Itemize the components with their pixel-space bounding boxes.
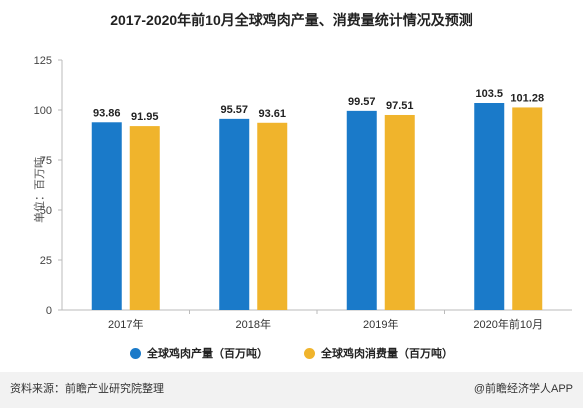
legend-item-consumption: 全球鸡肉消费量（百万吨） <box>304 345 453 361</box>
x-tick-label: 2018年 <box>236 317 271 331</box>
x-tick-label: 2017年 <box>108 317 143 331</box>
data-label: 101.28 <box>510 92 544 104</box>
y-tick-label: 0 <box>46 305 52 317</box>
data-label: 99.57 <box>348 96 376 108</box>
bar <box>91 122 122 310</box>
data-label: 97.51 <box>386 100 414 112</box>
legend-swatch-consumption <box>304 347 315 359</box>
bar <box>219 118 250 310</box>
legend-swatch-production <box>130 347 141 359</box>
chart-legend: 全球鸡肉产量（百万吨） 全球鸡肉消费量（百万吨） <box>0 345 583 361</box>
y-tick-label: 75 <box>40 155 52 167</box>
brand-credit: @前瞻经济学人APP <box>473 383 573 395</box>
legend-label-production: 全球鸡肉产量（百万吨） <box>147 348 268 360</box>
y-tick-label: 100 <box>34 105 52 117</box>
data-label: 93.61 <box>258 108 286 120</box>
data-label: 103.5 <box>475 88 503 100</box>
bar-chart: 0 25 50 75 100 125 93.86 91.95 2017年 95.57 93.61 20… <box>34 55 572 331</box>
source-note: 资料来源：前瞻产业研究院整理 <box>10 383 164 395</box>
data-label: 95.57 <box>220 104 248 116</box>
data-label: 93.86 <box>93 107 121 119</box>
legend-item-production: 全球鸡肉产量（百万吨） <box>130 345 268 361</box>
y-tick-label: 25 <box>40 255 52 267</box>
legend-label-consumption: 全球鸡肉消费量（百万吨） <box>321 348 453 360</box>
bar <box>129 126 160 310</box>
x-tick-label: 2020年前10月 <box>473 317 543 331</box>
bar <box>512 107 543 310</box>
data-label: 91.95 <box>131 111 159 123</box>
y-tick-label: 50 <box>40 205 52 217</box>
bar <box>346 110 377 310</box>
bar <box>384 114 415 310</box>
chart-title: 2017-2020年前10月全球鸡肉产量、消费量统计情况及预测 <box>110 12 473 28</box>
bar <box>257 122 288 310</box>
bar <box>474 103 505 310</box>
y-axis-label: 单位：百万吨 <box>34 157 46 223</box>
footer: 资料来源：前瞻产业研究院整理 @前瞻经济学人APP <box>0 372 583 408</box>
y-tick-label: 125 <box>34 55 52 67</box>
x-tick-label: 2019年 <box>363 317 398 331</box>
